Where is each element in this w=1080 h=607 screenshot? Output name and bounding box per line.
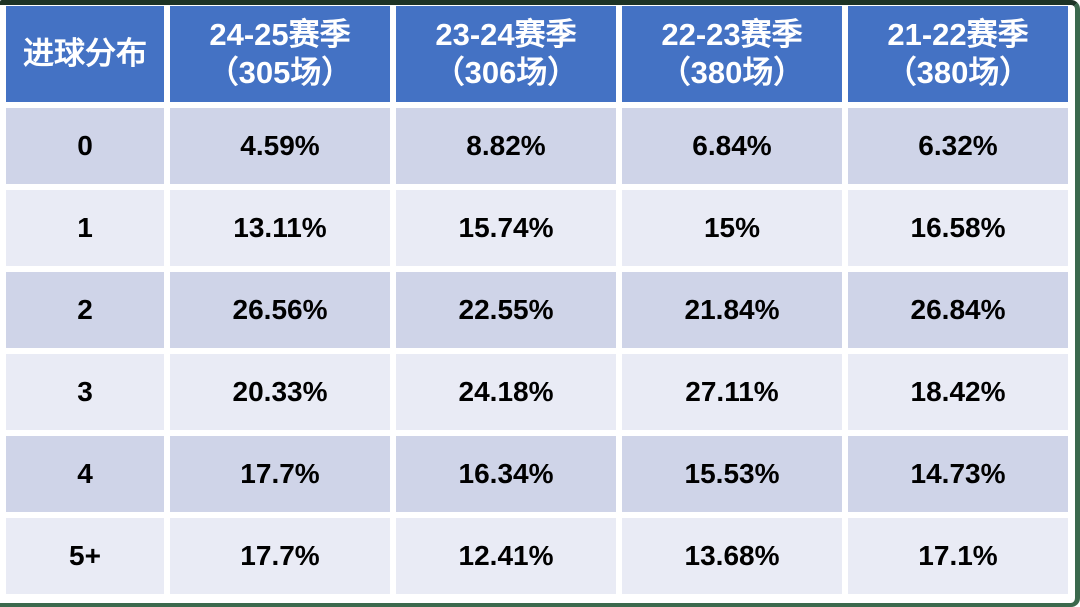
table-cell: 12.41% — [396, 518, 616, 594]
season-label: 21-22赛季 — [887, 17, 1029, 53]
table-row: 1 13.11% 15.74% 15% 16.58% — [6, 190, 1068, 266]
table-row: 0 4.59% 8.82% 6.84% 6.32% — [6, 108, 1068, 184]
corner-header: 进球分布 — [6, 6, 164, 102]
table-cell: 20.33% — [170, 354, 390, 430]
table-cell: 16.34% — [396, 436, 616, 512]
table-cell: 13.11% — [170, 190, 390, 266]
table-cell: 17.7% — [170, 436, 390, 512]
table-cell: 14.73% — [848, 436, 1068, 512]
goal-count-cell: 0 — [6, 108, 164, 184]
table-row: 3 20.33% 24.18% 27.11% 18.42% — [6, 354, 1068, 430]
season-label: 24-25赛季 — [209, 17, 351, 53]
column-header-season-21-22: 21-22赛季 （380场） — [848, 6, 1068, 102]
season-label: 22-23赛季 — [661, 17, 803, 53]
table-cell: 17.1% — [848, 518, 1068, 594]
table-cell: 6.84% — [622, 108, 842, 184]
header-row: 进球分布 24-25赛季 （305场） 23-24赛季 （306场） 22-23… — [6, 6, 1068, 102]
table-cell: 13.68% — [622, 518, 842, 594]
table-cell: 17.7% — [170, 518, 390, 594]
column-header-season-24-25: 24-25赛季 （305场） — [170, 6, 390, 102]
goal-count-cell: 5+ — [6, 518, 164, 594]
table-cell: 26.84% — [848, 272, 1068, 348]
table-cell: 24.18% — [396, 354, 616, 430]
goal-count-cell: 4 — [6, 436, 164, 512]
table-cell: 21.84% — [622, 272, 842, 348]
season-matches-label: （380场） — [659, 55, 805, 90]
table-cell: 22.55% — [396, 272, 616, 348]
season-label: 23-24赛季 — [435, 17, 577, 53]
season-matches-label: （380场） — [885, 55, 1031, 90]
table-cell: 15% — [622, 190, 842, 266]
goal-count-cell: 1 — [6, 190, 164, 266]
table-cell: 6.32% — [848, 108, 1068, 184]
table-cell: 26.56% — [170, 272, 390, 348]
table-cell: 4.59% — [170, 108, 390, 184]
table-row: 2 26.56% 22.55% 21.84% 26.84% — [6, 272, 1068, 348]
season-matches-label: （305场） — [207, 55, 353, 90]
table-row: 5+ 17.7% 12.41% 13.68% 17.1% — [6, 518, 1068, 594]
table-row: 4 17.7% 16.34% 15.53% 14.73% — [6, 436, 1068, 512]
table-cell: 15.53% — [622, 436, 842, 512]
table-cell: 27.11% — [622, 354, 842, 430]
table-cell: 18.42% — [848, 354, 1068, 430]
goal-count-cell: 3 — [6, 354, 164, 430]
column-header-season-22-23: 22-23赛季 （380场） — [622, 6, 842, 102]
table-cell: 8.82% — [396, 108, 616, 184]
column-header-season-23-24: 23-24赛季 （306场） — [396, 6, 616, 102]
season-matches-label: （306场） — [433, 55, 579, 90]
goal-count-cell: 2 — [6, 272, 164, 348]
table-cell: 16.58% — [848, 190, 1068, 266]
table-cell: 15.74% — [396, 190, 616, 266]
